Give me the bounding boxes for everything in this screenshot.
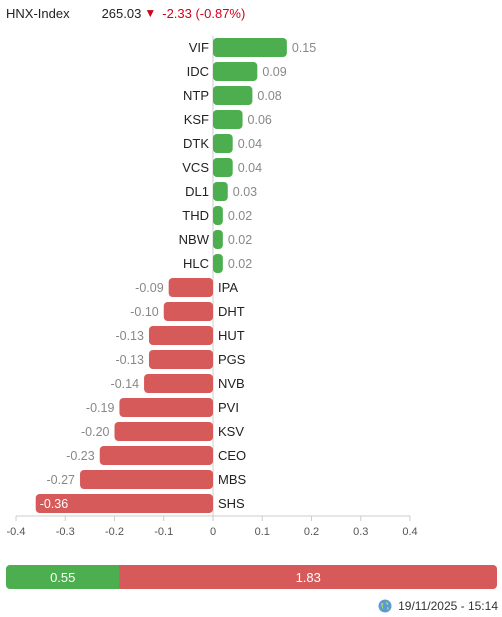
bar-dht [163,302,213,321]
category-label-pgs: PGS [218,352,246,367]
bar-ceo [99,446,213,465]
category-label-nvb: NVB [218,376,245,391]
bar-ksf [213,110,243,129]
category-label-thd: THD [182,208,209,223]
x-tick-label: 0 [210,526,216,538]
bar-hut [148,326,213,345]
x-tick-label: -0.4 [7,526,26,538]
value-label-vcs: 0.04 [238,161,262,175]
value-label-mbs: -0.27 [47,473,76,487]
contribution-bar-chart: VIF 0.15 IDC 0.09 NTP 0.08 KSF 0.06 DTK 0.04 VCS 0.… [7,36,418,538]
bar-vcs [213,158,233,177]
bar-nbw [213,230,223,249]
down-arrow-icon: ▼ [144,6,157,20]
category-label-ceo: CEO [218,448,246,463]
category-label-ipa: IPA [218,280,238,295]
bar-shs [35,494,214,513]
category-label-dl1: DL1 [185,184,209,199]
x-tick-label: 0.4 [402,526,417,538]
bar-ntp [213,86,253,105]
category-label-vcs: VCS [182,160,209,175]
bar-nvb [144,374,213,393]
bar-ksv [114,422,213,441]
category-label-hlc: HLC [183,256,209,271]
bar-mbs [80,470,214,489]
value-label-ntp: 0.08 [257,89,281,103]
value-label-ksv: -0.20 [81,425,110,439]
value-label-nbw: 0.02 [228,233,252,247]
category-label-ksv: KSV [218,424,244,439]
x-tick-label: -0.1 [154,526,173,538]
decline-segment: 1.83 [119,565,497,589]
category-label-ntp: NTP [183,88,209,103]
category-label-idc: IDC [187,64,209,79]
decline-label: 1.83 [295,569,321,585]
x-tick-label: -0.3 [56,526,75,538]
x-tick-label: 0.3 [353,526,368,538]
timestamp: 19/11/2025 - 15:14 [398,599,498,613]
value-label-pvi: -0.19 [86,401,115,415]
value-label-vif: 0.15 [292,41,316,55]
category-label-nbw: NBW [179,232,210,247]
bar-ipa [168,278,213,297]
value-label-hut: -0.13 [115,329,144,343]
advance-segment: 0.55 [6,565,120,589]
category-label-dtk: DTK [183,136,209,151]
index-header: HNX-Index 265.03 ▼ -2.33 (-0.87%) [6,4,245,22]
x-tick-label: 0.1 [255,526,270,538]
bar-dl1 [213,182,228,201]
value-label-dht: -0.10 [130,305,159,319]
category-label-dht: DHT [218,304,245,319]
value-label-pgs: -0.13 [115,353,144,367]
index-change: -2.33 (-0.87%) [162,5,246,21]
globe-icon [378,599,392,613]
bar-pvi [119,398,213,417]
bar-thd [213,206,223,225]
category-label-pvi: PVI [218,400,239,415]
value-label-dtk: 0.04 [238,137,262,151]
category-label-mbs: MBS [218,472,247,487]
value-label-ksf: 0.06 [248,113,272,127]
value-label-dl1: 0.03 [233,185,257,199]
value-label-ipa: -0.09 [135,281,164,295]
category-label-ksf: KSF [184,112,209,127]
bar-hlc [213,254,223,273]
bar-pgs [148,350,213,369]
value-label-idc: 0.09 [262,65,286,79]
x-tick-label: -0.2 [105,526,124,538]
market-breadth-bar: 0.55 1.83 [6,565,497,589]
value-label-hlc: 0.02 [228,257,252,271]
category-label-shs: SHS [218,496,245,511]
bar-idc [213,62,258,81]
value-label-shs: -0.36 [40,497,69,511]
bar-vif [213,38,287,57]
footer: 19/11/2025 - 15:14 [378,599,498,613]
value-label-thd: 0.02 [228,209,252,223]
index-name: HNX-Index [6,5,70,21]
value-label-nvb: -0.14 [111,377,140,391]
advance-label: 0.55 [50,569,76,585]
value-label-ceo: -0.23 [66,449,95,463]
x-tick-label: 0.2 [304,526,319,538]
index-value: 265.03 [101,5,142,21]
category-label-hut: HUT [218,328,245,343]
category-label-vif: VIF [189,40,209,55]
bar-dtk [213,134,233,153]
